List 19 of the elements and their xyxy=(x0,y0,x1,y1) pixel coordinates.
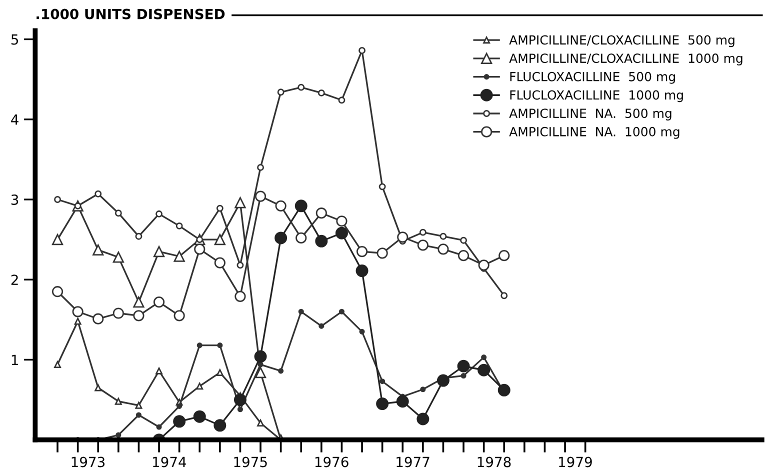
x-tick-label: 1973 xyxy=(72,456,105,468)
legend-label: AMPICILLINE/CLOXACILLINE 1000 mg xyxy=(509,54,742,66)
x-tick-label: 1974 xyxy=(153,456,186,468)
legend-label: AMPICILLINE NA. 1000 mg xyxy=(509,126,680,139)
y-tick-label: 4 xyxy=(11,114,18,125)
legend-label: FLUCLOXACILLINE 500 mg xyxy=(510,72,675,84)
x-tick-label: 1978 xyxy=(478,456,511,468)
x-tick-label: 1977 xyxy=(396,456,430,468)
legend-label: FLUCLOXACILLINE 1000 mg xyxy=(510,90,683,102)
y-tick-label: 1 xyxy=(12,354,18,365)
y-tick-label: 2 xyxy=(11,274,18,285)
legend-label: AMPICILLINE NA. 500 mg xyxy=(509,108,672,120)
legend-label: AMPICILLINE/CLOXACILLINE 500 mg xyxy=(509,35,734,48)
x-tick-label: 1975 xyxy=(234,456,267,468)
y-tick-label: 5 xyxy=(11,34,18,45)
x-tick-label: 1976 xyxy=(315,456,348,468)
x-tick-label: 1979 xyxy=(559,456,592,468)
y-axis-title: .1000 UNITS DISPENSED xyxy=(36,8,225,20)
y-tick-label: 3 xyxy=(11,194,18,205)
